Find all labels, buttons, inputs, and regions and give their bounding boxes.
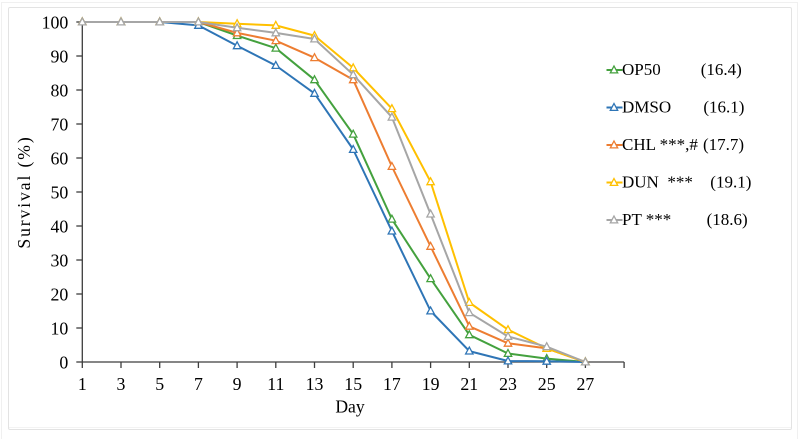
svg-text:Day: Day [335,397,365,417]
svg-text:DMSO: DMSO [622,98,671,117]
svg-text:70: 70 [51,115,69,135]
svg-text:PT ***: PT *** [622,210,671,229]
svg-text:15: 15 [344,374,362,394]
svg-text:7: 7 [194,374,203,394]
svg-text:1: 1 [78,374,87,394]
svg-text:23: 23 [499,374,517,394]
svg-text:11: 11 [267,374,284,394]
svg-text:(18.6): (18.6) [707,210,748,229]
svg-text:DUN ***: DUN *** [622,173,693,192]
svg-text:10: 10 [51,319,69,339]
svg-text:17: 17 [383,374,401,394]
svg-text:CHL ***,#: CHL ***,# [622,135,698,154]
svg-text:OP50: OP50 [622,60,661,79]
svg-text:9: 9 [233,374,242,394]
svg-text:90: 90 [51,47,69,67]
svg-text:27: 27 [577,374,595,394]
svg-text:19: 19 [422,374,440,394]
svg-text:(17.7): (17.7) [703,135,744,154]
svg-text:3: 3 [117,374,126,394]
svg-text:21: 21 [460,374,478,394]
svg-text:Survival (%): Survival (%) [14,135,34,248]
svg-text:13: 13 [306,374,324,394]
svg-text:25: 25 [538,374,556,394]
svg-text:30: 30 [51,251,69,271]
svg-text:(19.1): (19.1) [710,173,751,192]
svg-text:(16.1): (16.1) [703,98,744,117]
svg-text:80: 80 [51,81,69,101]
svg-text:20: 20 [51,285,69,305]
svg-text:5: 5 [155,374,164,394]
svg-text:100: 100 [42,13,69,33]
svg-text:60: 60 [51,149,69,169]
svg-text:0: 0 [59,353,68,373]
svg-text:40: 40 [51,217,69,237]
svg-text:(16.4): (16.4) [701,60,742,79]
svg-text:50: 50 [51,183,69,203]
